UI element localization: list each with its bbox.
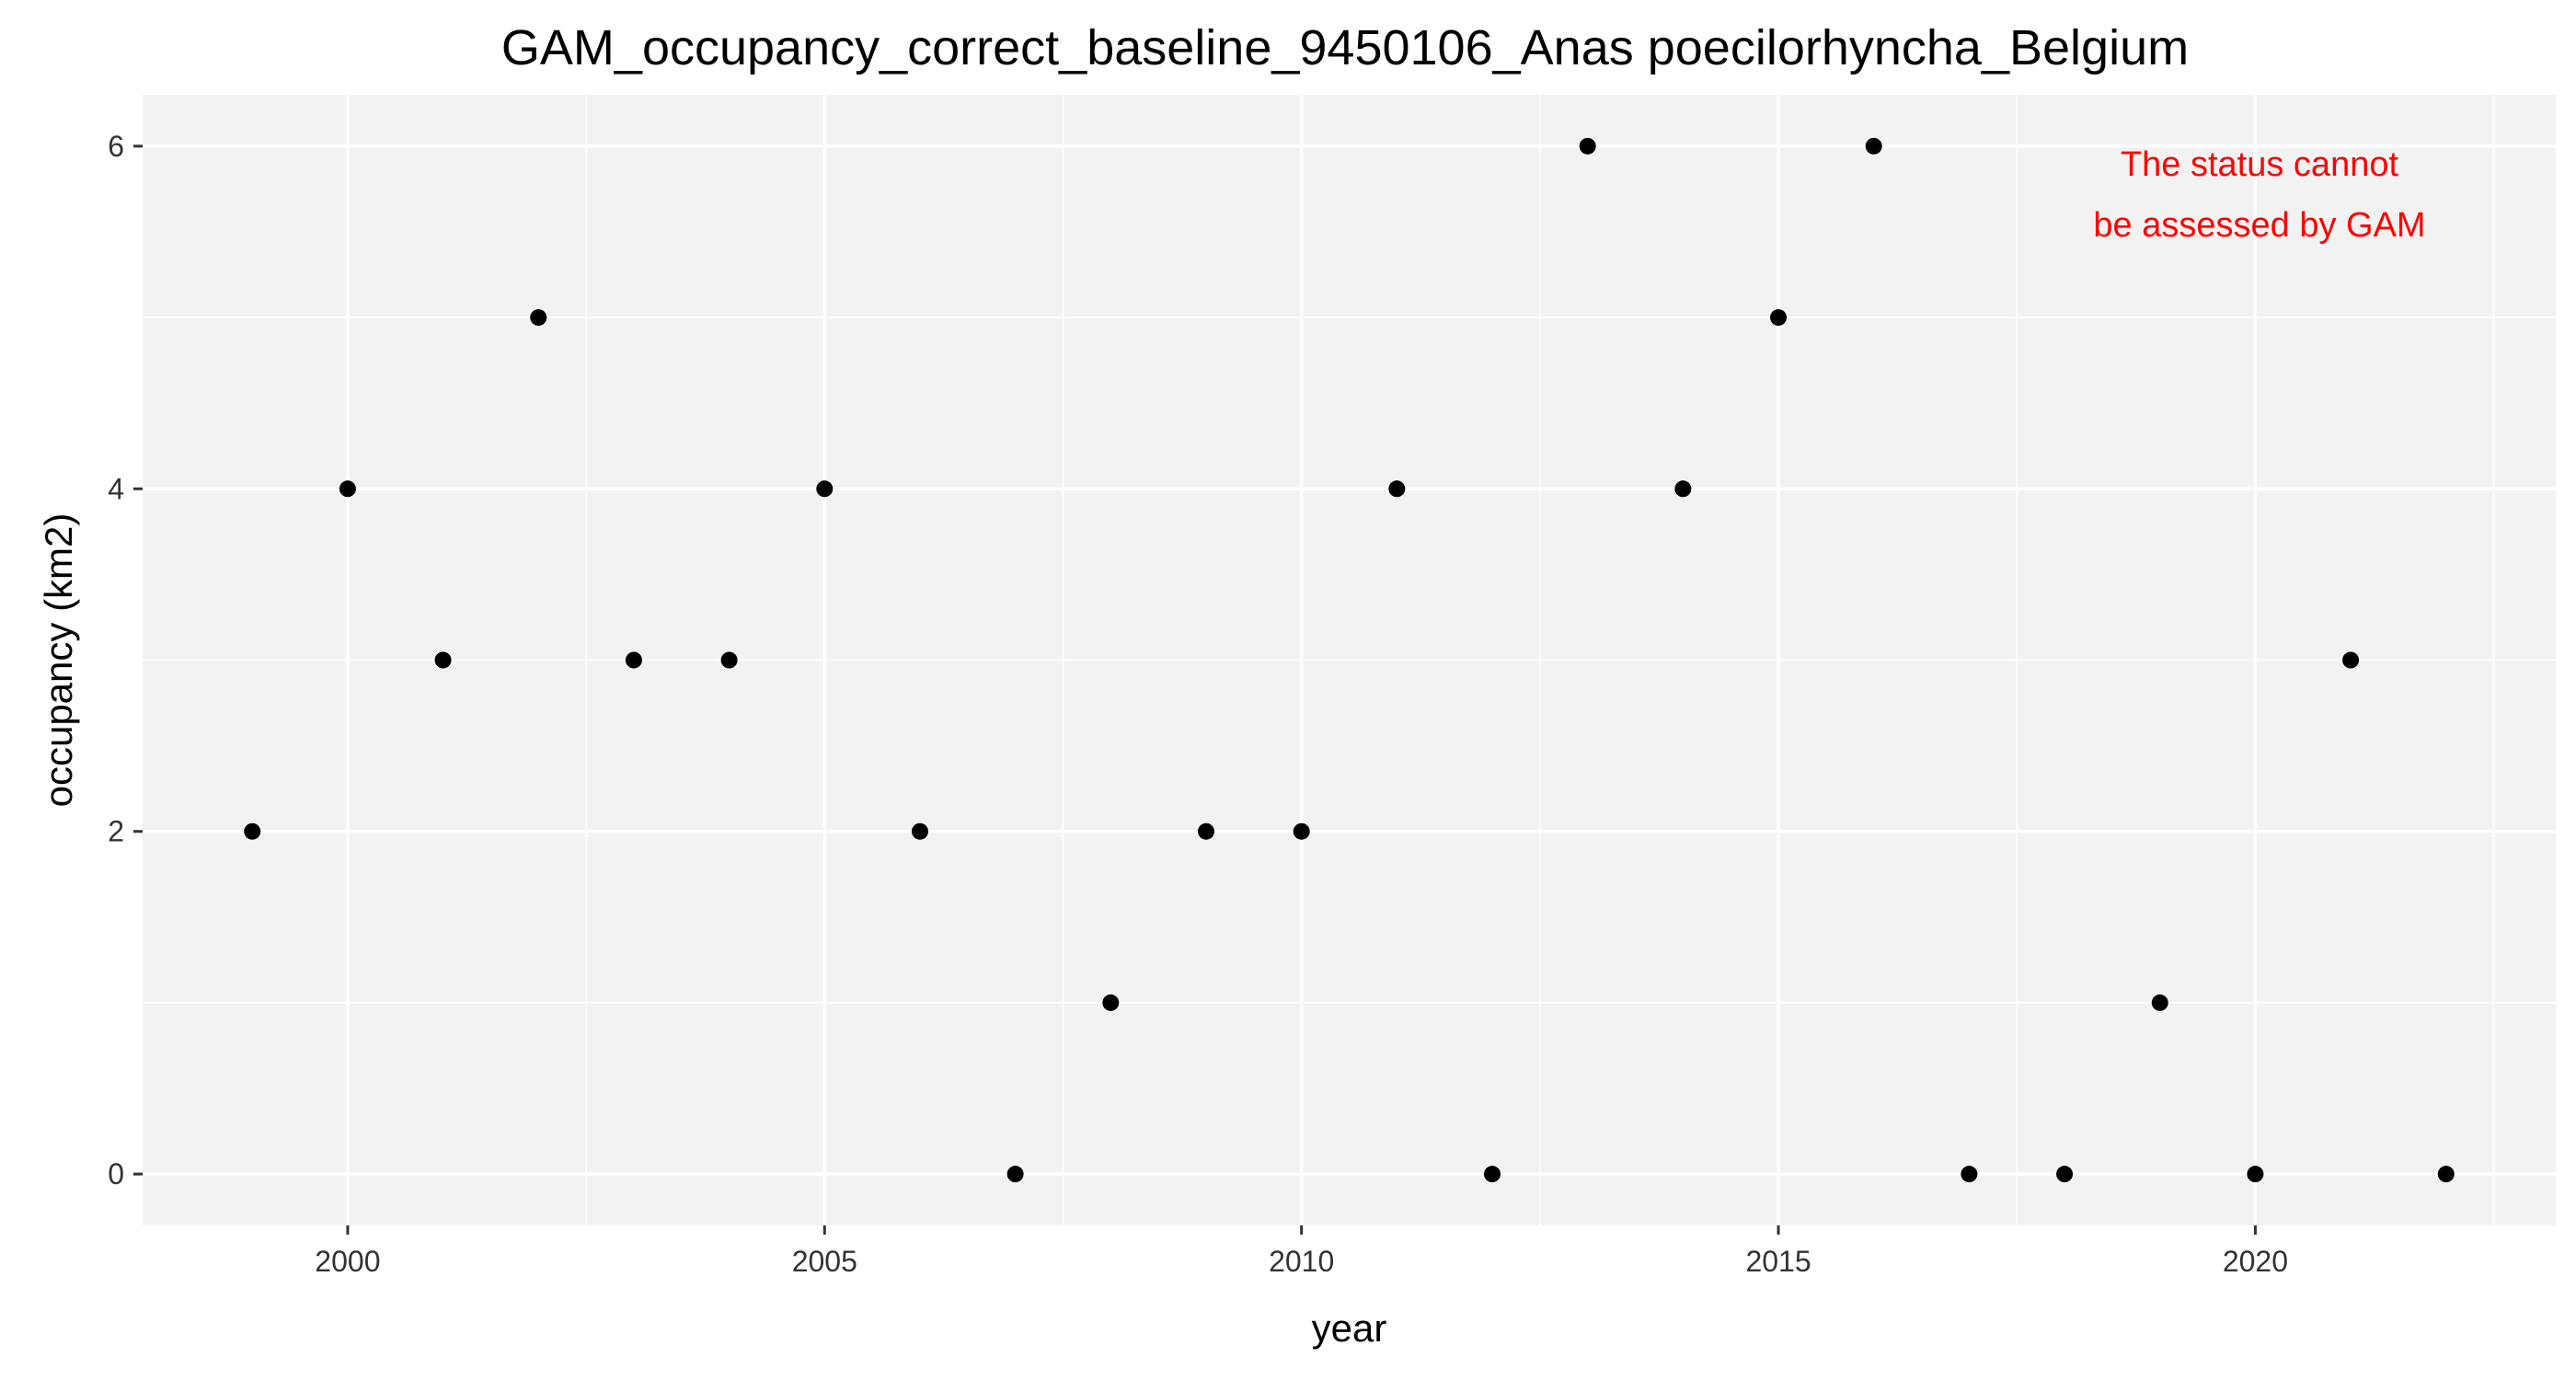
major-gridlines <box>143 95 2556 1225</box>
data-point <box>1579 137 1596 155</box>
y-axis-title: occupancy (km2) <box>37 513 80 808</box>
x-tick-label: 2005 <box>792 1245 857 1278</box>
data-points <box>244 137 2455 1183</box>
y-tick-label: 2 <box>108 815 124 848</box>
data-point <box>1865 137 1882 155</box>
data-point <box>1770 309 1788 327</box>
data-point <box>530 309 547 327</box>
x-tick-label: 2000 <box>315 1245 380 1278</box>
chart-title: GAM_occupancy_correct_baseline_9450106_A… <box>501 20 2189 75</box>
y-tick-label: 4 <box>108 472 124 505</box>
y-tick-label: 6 <box>108 130 124 163</box>
x-tick-label: 2015 <box>1745 1245 1811 1278</box>
data-point <box>1674 480 1692 498</box>
data-point <box>911 822 928 840</box>
data-point <box>1102 994 1120 1011</box>
data-point <box>2151 994 2168 1011</box>
tick-labels: 2000 2005 2010 2015 2020 0 2 4 6 <box>108 130 2288 1278</box>
data-point <box>1388 480 1406 498</box>
data-point <box>1484 1166 1501 1183</box>
data-point <box>2437 1166 2455 1183</box>
data-point <box>1006 1166 1024 1183</box>
data-point <box>1961 1166 1978 1183</box>
data-point <box>244 822 261 840</box>
x-tick-label: 2010 <box>1269 1245 1334 1278</box>
data-point <box>2342 651 2360 669</box>
axis-ticks <box>133 144 2257 1235</box>
annotation-line: be assessed by GAM <box>2093 206 2425 245</box>
status-annotation: The status cannot be assessed by GAM <box>2093 145 2425 245</box>
y-tick-label: 0 <box>108 1157 124 1190</box>
data-point <box>2247 1166 2264 1183</box>
x-tick-label: 2020 <box>2223 1245 2288 1278</box>
data-point <box>625 651 642 669</box>
data-point <box>1197 822 1214 840</box>
data-point <box>339 480 356 498</box>
data-point <box>434 651 452 669</box>
annotation-line: The status cannot <box>2121 145 2399 184</box>
data-point <box>816 480 834 498</box>
x-axis-title: year <box>1312 1306 1387 1350</box>
data-point <box>2056 1166 2074 1183</box>
data-point <box>1293 822 1310 840</box>
data-point <box>720 651 738 669</box>
